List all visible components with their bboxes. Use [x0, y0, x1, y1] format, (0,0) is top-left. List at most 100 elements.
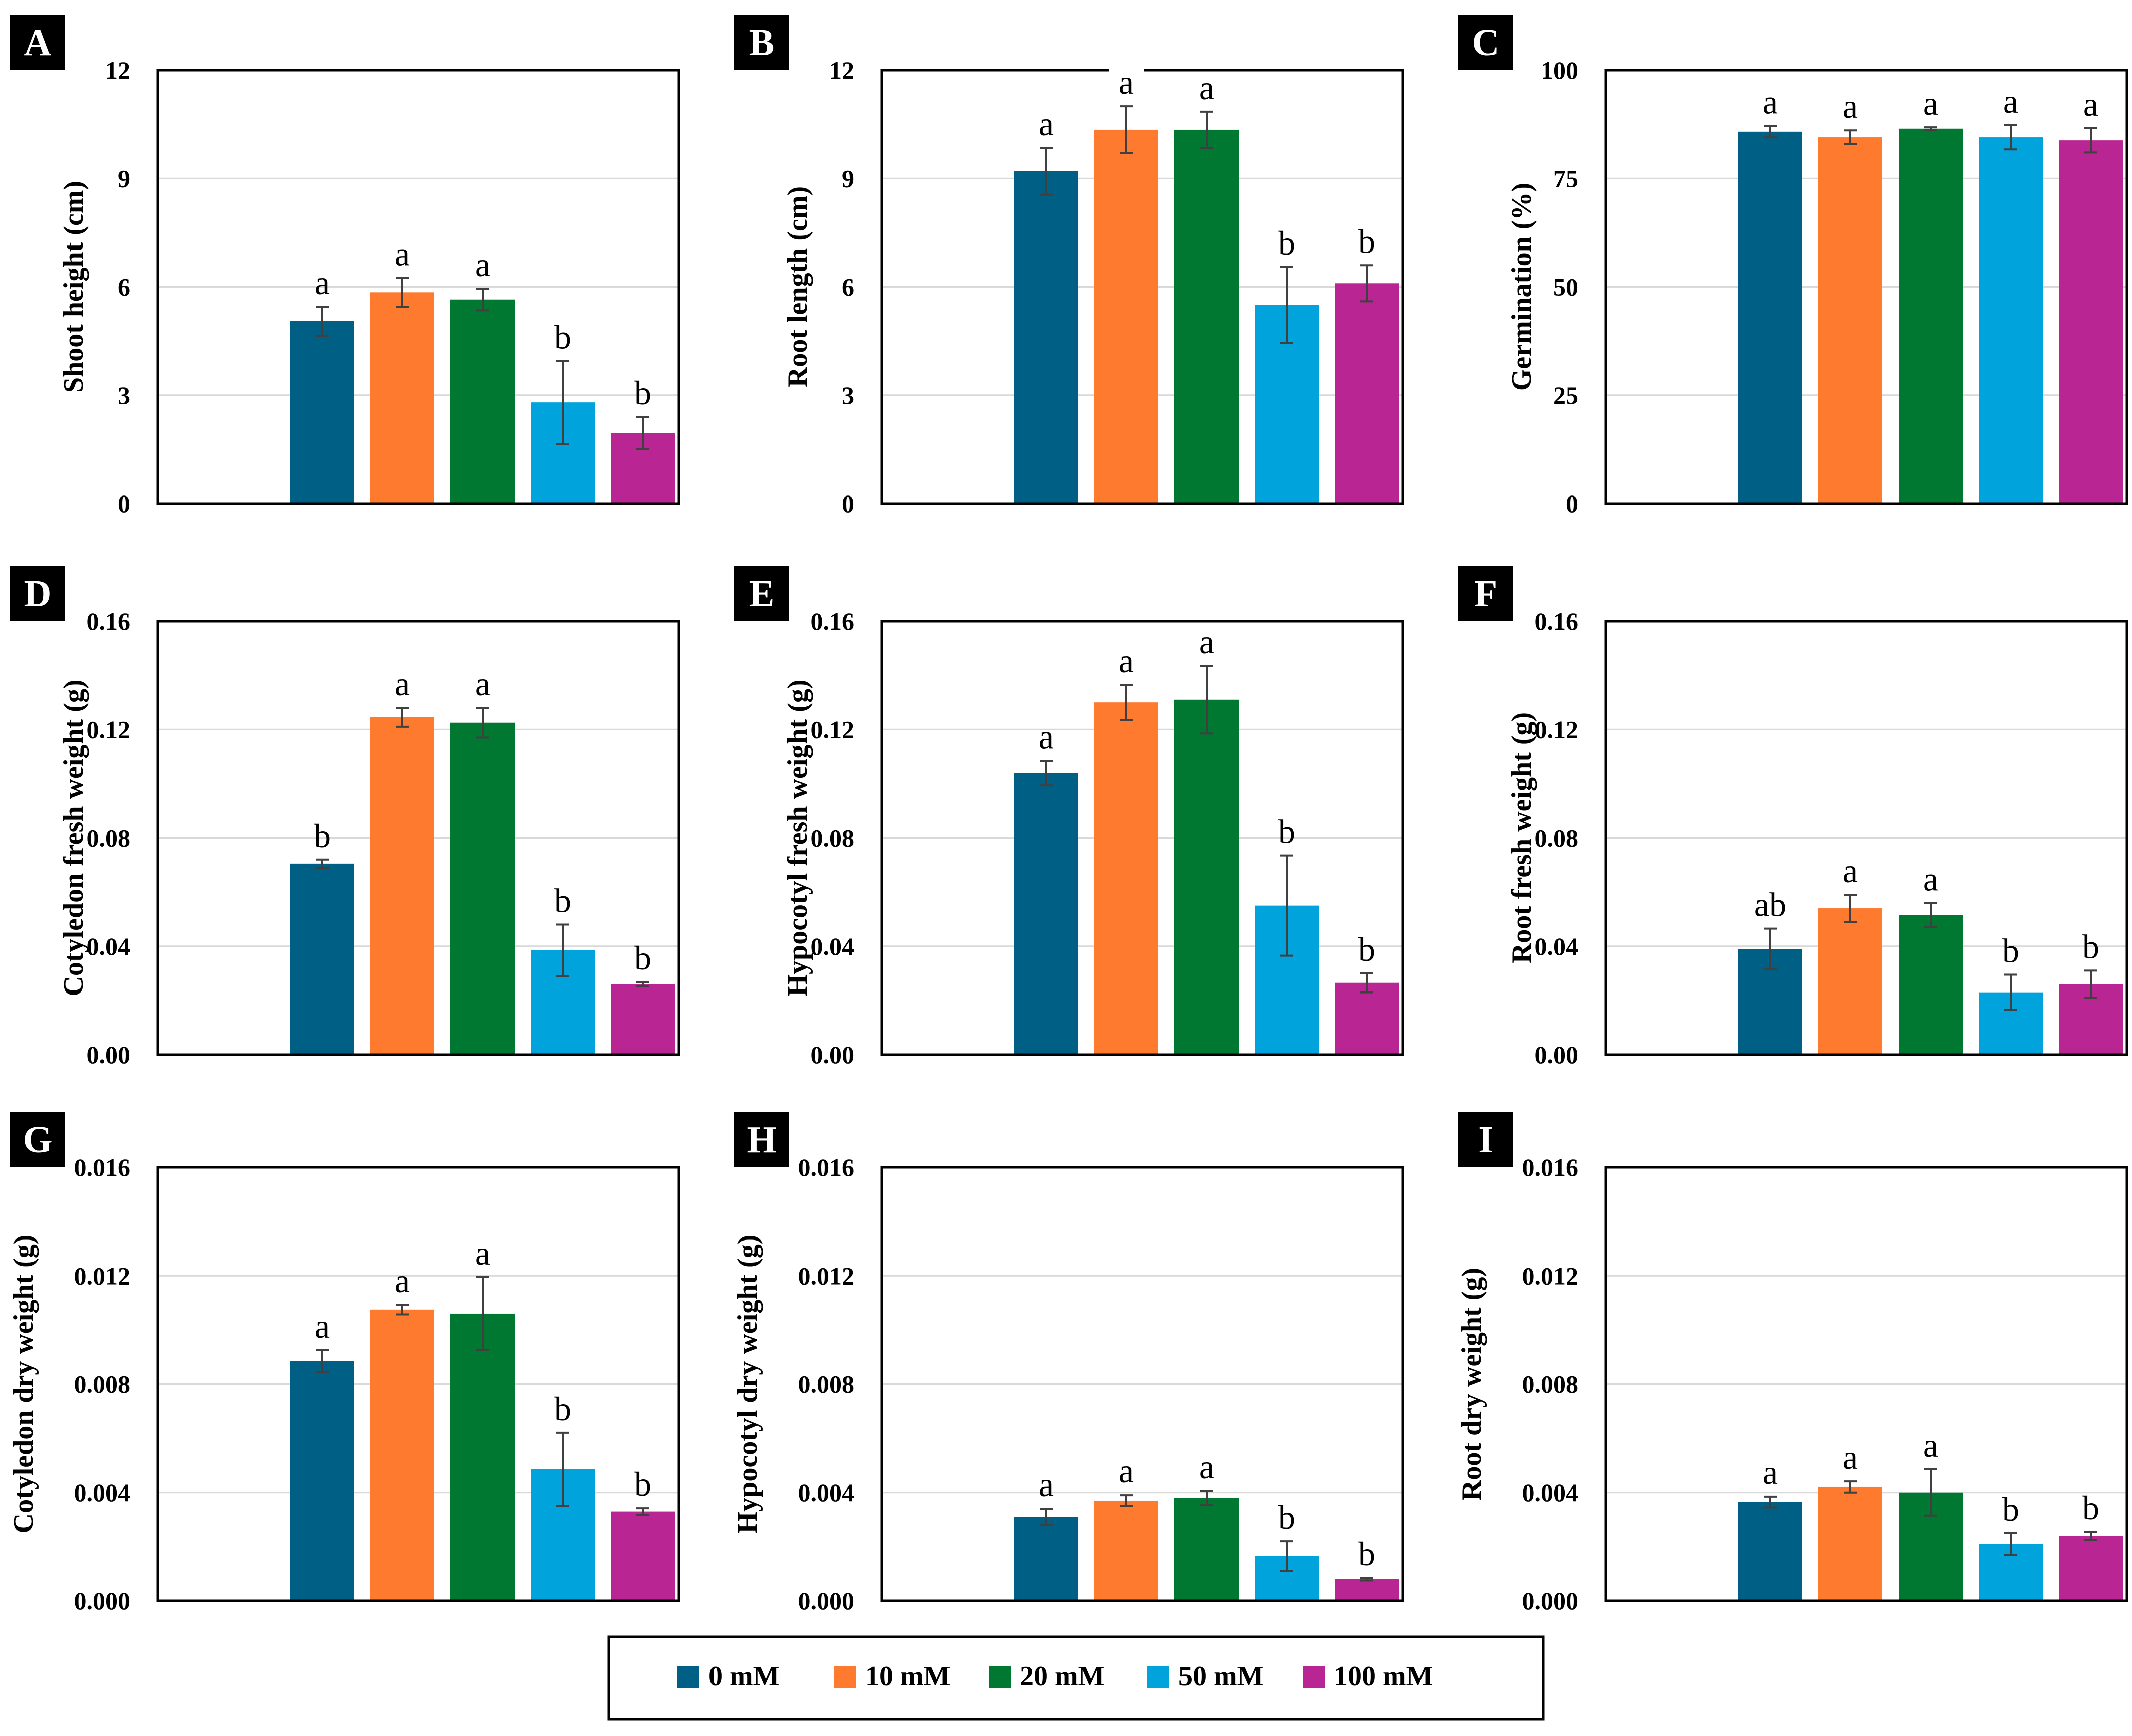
error-bar — [1200, 1490, 1213, 1506]
panel-tag-box — [1458, 566, 1513, 621]
error-bar — [1764, 1495, 1777, 1509]
bar-h-5 — [1335, 1579, 1399, 1601]
significance-letter: a — [1843, 87, 1858, 125]
y-tick-label: 0.04 — [1535, 932, 1579, 960]
legend-label-4: 50 mM — [1178, 1661, 1264, 1692]
error-bar — [1844, 129, 1857, 145]
y-tick-label: 0.008 — [798, 1370, 855, 1398]
plot-frame — [156, 620, 680, 1056]
error-bar — [316, 306, 329, 337]
panel-tag-letter: D — [24, 573, 52, 615]
y-tick-label: 0.012 — [74, 1262, 131, 1290]
significance-letter: b — [634, 1465, 651, 1503]
legend-swatch-5 — [1303, 1666, 1325, 1688]
significance-letter: a — [1039, 717, 1054, 756]
y-tick-label: 0.16 — [87, 607, 131, 635]
error-bar — [2084, 1531, 2097, 1541]
y-tick-label: 75 — [1553, 164, 1578, 192]
error-bar — [1360, 972, 1373, 994]
legend-frame — [607, 1635, 1545, 1721]
bar-c-4 — [1979, 137, 2043, 504]
y-tick-label: 0.08 — [87, 824, 131, 852]
legend-swatch-1 — [677, 1666, 699, 1688]
bar-g-1 — [290, 1361, 354, 1601]
bar-i-5 — [2059, 1536, 2123, 1601]
y-tick-label: 0.00 — [811, 1041, 855, 1069]
significance-letter: a — [315, 1307, 330, 1345]
significance-letter: a — [1923, 84, 1938, 122]
bar-b-1 — [1014, 171, 1078, 504]
bar-c-5 — [2059, 140, 2123, 504]
significance-letter: b — [634, 939, 651, 977]
bar-h-2 — [1094, 1500, 1158, 1601]
significance-letter: b — [634, 374, 651, 412]
error-bar — [1924, 1468, 1937, 1517]
error-bar — [2084, 127, 2097, 154]
panel-a: a a a b b 0 3 6 9 12 Shoot height (cm) A — [10, 15, 680, 518]
panel-b: a a a b b 0 3 6 9 12 Root length (cm) B — [734, 15, 1404, 518]
bar-a-2 — [370, 292, 434, 504]
significance-letter: a — [1923, 860, 1938, 898]
y-tick-label: 3 — [118, 381, 130, 409]
panel-tag-box — [1458, 15, 1513, 70]
panel-i: a a a b b 0.000 0.004 0.008 0.012 0.016 Root dry w… — [1456, 1112, 2128, 1615]
panel-tag-box — [10, 15, 65, 70]
significance-letter: a — [395, 234, 410, 273]
significance-letter: b — [2082, 927, 2099, 965]
bar-c-3 — [1899, 128, 1963, 504]
y-tick-label: 0.008 — [1522, 1370, 1579, 1398]
significance-letter: a — [1039, 105, 1054, 143]
legend-swatch-2 — [834, 1666, 856, 1688]
y-tick-label: 9 — [118, 164, 130, 192]
error-bar — [636, 1507, 649, 1516]
panel-tag-letter: F — [1474, 573, 1497, 615]
panel-tag-letter: B — [749, 22, 775, 64]
significance-letter: b — [2002, 1490, 2019, 1528]
error-bar — [1280, 1540, 1293, 1572]
y-tick-label: 0.00 — [1535, 1041, 1579, 1069]
significance-letter: b — [1358, 222, 1375, 260]
y-tick-label: 0 — [1566, 489, 1578, 518]
y-tick-label: 0.008 — [74, 1370, 131, 1398]
y-axis-label: Root dry weight (g) — [1456, 1268, 1487, 1501]
y-tick-label: 0.016 — [74, 1153, 131, 1181]
error-bar — [2004, 124, 2017, 151]
significance-letter: a — [1039, 1465, 1054, 1504]
plot-frame — [880, 620, 1404, 1056]
significance-letter: a — [315, 264, 330, 302]
significance-letter: a — [395, 665, 410, 703]
significance-letter: ab — [1754, 886, 1786, 924]
y-tick-label: 0.16 — [1535, 607, 1579, 635]
y-tick-label: 0.000 — [74, 1587, 131, 1615]
error-bar — [1844, 1480, 1857, 1494]
y-tick-label: 0.12 — [87, 715, 131, 743]
error-bar — [1120, 684, 1133, 721]
error-bar — [1040, 1508, 1053, 1526]
panel-tag-letter: H — [747, 1119, 776, 1161]
y-tick-label: 0 — [118, 489, 130, 518]
significance-letter: a — [1119, 63, 1134, 101]
y-tick-label: 0.000 — [798, 1587, 855, 1615]
significance-letter: a — [1119, 642, 1134, 680]
y-tick-label: 0.08 — [811, 824, 855, 852]
bar-h-1 — [1014, 1517, 1078, 1601]
bar-e-3 — [1174, 699, 1239, 1055]
y-tick-label: 0.04 — [87, 932, 131, 960]
y-tick-label: 12 — [105, 56, 130, 84]
y-tick-label: 50 — [1553, 273, 1578, 301]
bar-b-2 — [1094, 129, 1158, 504]
error-bar — [1040, 760, 1053, 787]
y-tick-label: 0.04 — [811, 932, 855, 960]
error-bar — [396, 1304, 409, 1316]
error-bar — [636, 416, 649, 450]
y-tick-label: 0.08 — [1535, 824, 1579, 852]
error-bar — [1200, 665, 1213, 735]
y-tick-label: 0.12 — [811, 715, 855, 743]
error-bar — [1764, 125, 1777, 139]
legend-label-3: 20 mM — [1020, 1661, 1105, 1692]
error-bar — [2004, 973, 2017, 1011]
legend-label-2: 10 mM — [865, 1661, 951, 1692]
plot-frame — [1604, 620, 2128, 1056]
